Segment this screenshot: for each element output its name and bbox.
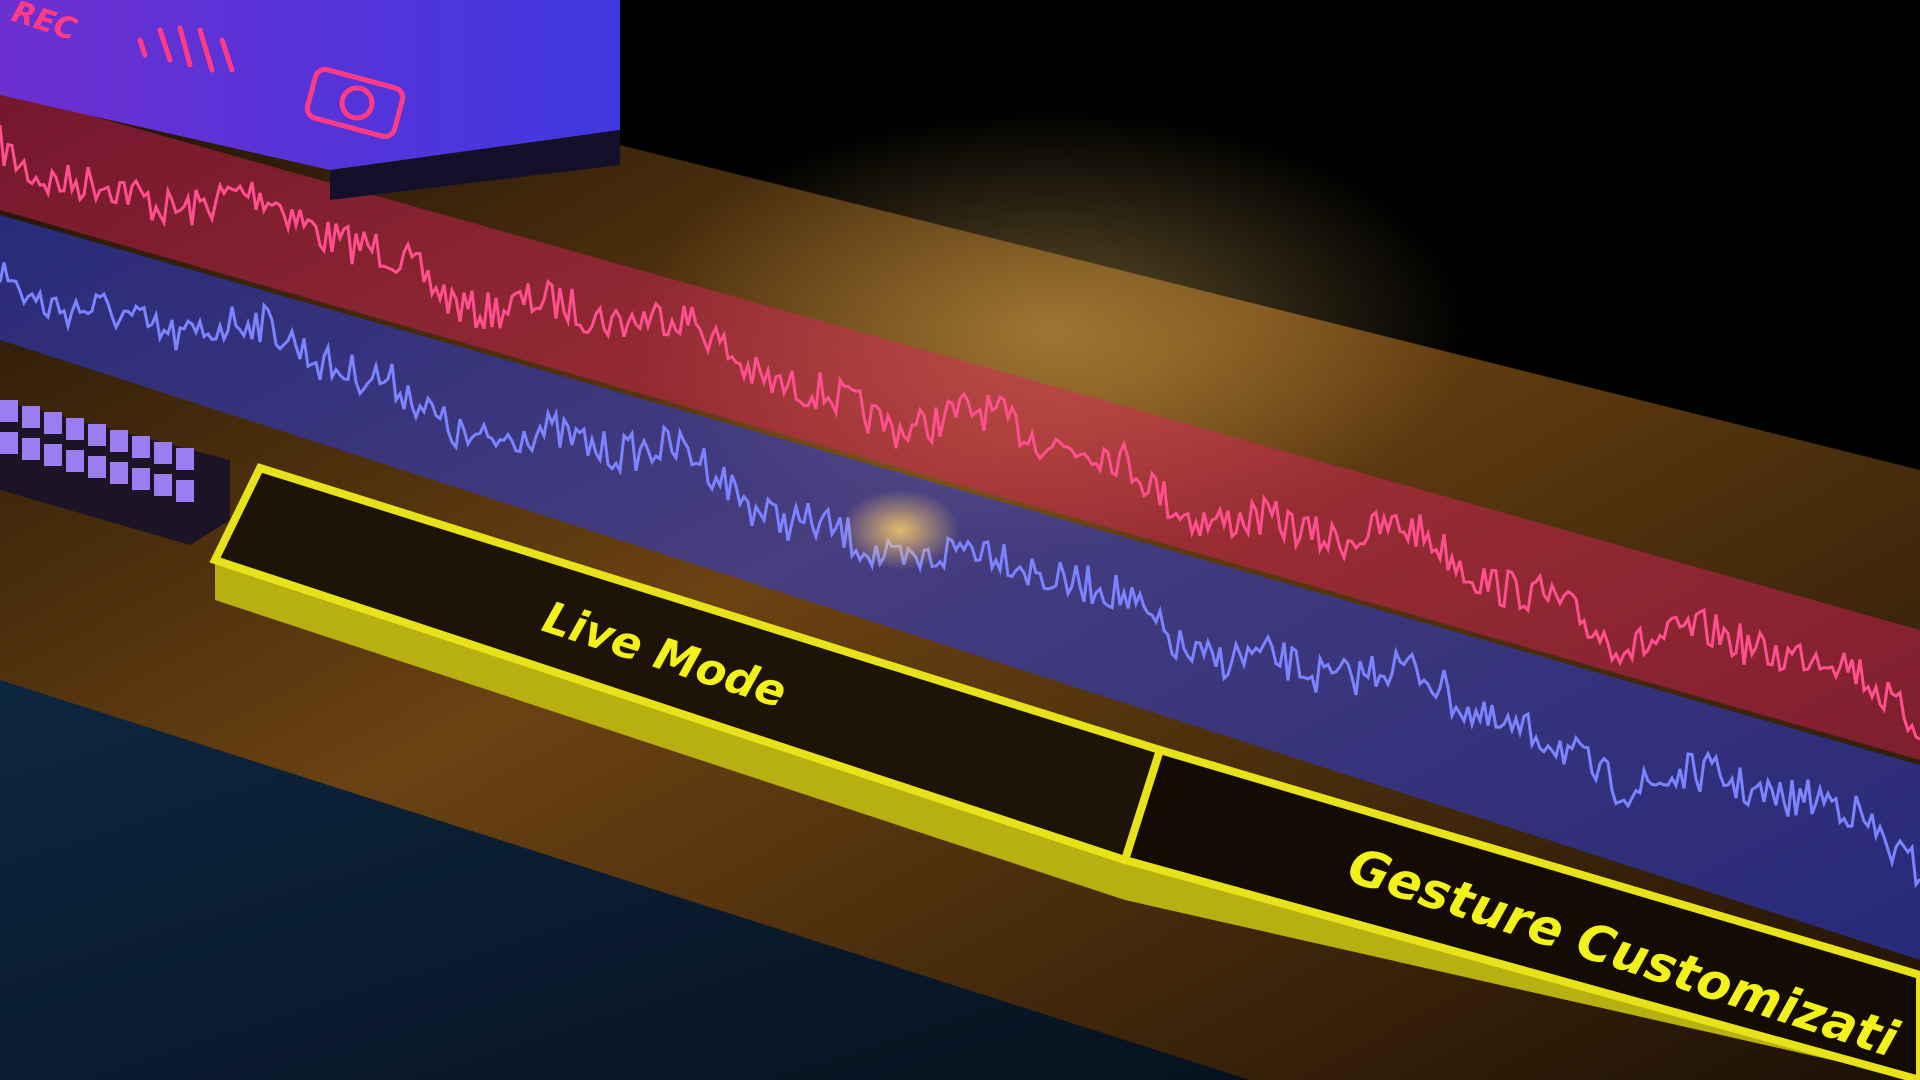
- key[interactable]: [66, 418, 84, 440]
- audio-icon[interactable]: [137, 25, 235, 73]
- key[interactable]: [110, 430, 128, 452]
- glow: [630, 110, 1470, 550]
- key[interactable]: [154, 474, 172, 496]
- toolbar-edge: [330, 130, 620, 200]
- gesture-button[interactable]: [1119, 745, 1920, 1080]
- key[interactable]: [88, 456, 106, 478]
- highlight: [840, 490, 960, 570]
- blue-waveform: [0, 262, 1920, 889]
- waveforms: [0, 124, 1920, 889]
- red-waveform: [0, 124, 1920, 741]
- live-mode-side: [215, 560, 1125, 900]
- key[interactable]: [44, 412, 62, 434]
- key[interactable]: [154, 442, 172, 464]
- key[interactable]: [176, 480, 194, 502]
- key[interactable]: [88, 424, 106, 446]
- red-band: [0, 90, 1920, 760]
- floor: [0, 680, 1250, 1080]
- key[interactable]: [66, 450, 84, 472]
- key[interactable]: [132, 436, 150, 458]
- camera-icon[interactable]: [304, 66, 406, 140]
- key[interactable]: [0, 432, 18, 454]
- key[interactable]: [110, 462, 128, 484]
- key[interactable]: [0, 400, 18, 422]
- key[interactable]: [44, 444, 62, 466]
- key[interactable]: [132, 468, 150, 490]
- toolbar: [0, 0, 620, 170]
- key[interactable]: [22, 438, 40, 460]
- blue-band: [0, 215, 1920, 960]
- keypad: [0, 400, 194, 502]
- key[interactable]: [176, 448, 194, 470]
- key[interactable]: [22, 406, 40, 428]
